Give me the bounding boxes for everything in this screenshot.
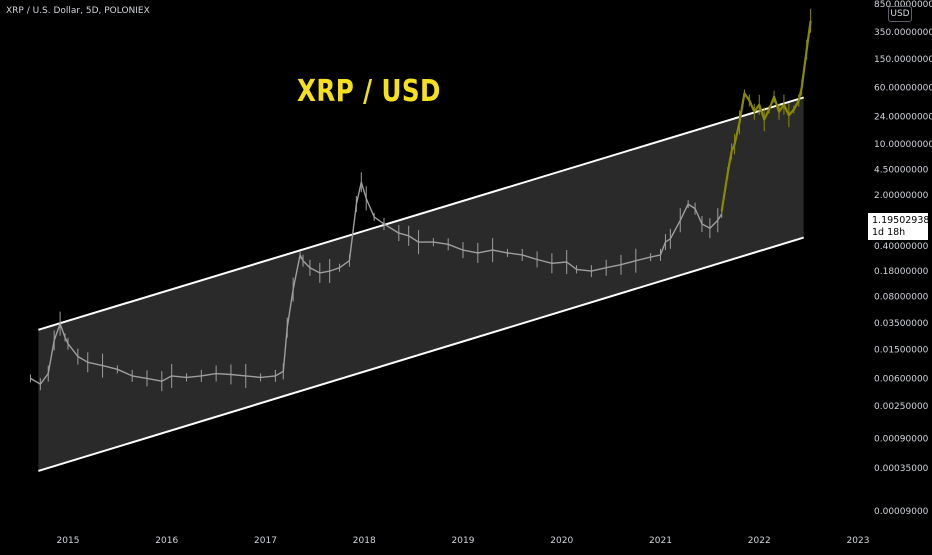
x-tick-label: 2021 (649, 536, 672, 546)
y-tick-label: 24.00000000 (874, 113, 932, 123)
y-tick-label: 150.00000000 (874, 55, 932, 65)
channel-fill (38, 97, 804, 471)
y-tick-label: 0.00250000 (874, 402, 929, 412)
chart-title: XRP / USD (297, 74, 441, 109)
bar-countdown: 1d 18h (872, 227, 906, 238)
y-tick-label: 0.18000000 (874, 267, 929, 277)
y-tick-label: 850.00000000 (874, 0, 932, 10)
y-tick-label: 2.00000000 (874, 191, 929, 201)
series-line-price (30, 181, 723, 385)
y-tick-label: 0.00009000 (874, 507, 929, 517)
y-tick-label: 0.00035000 (874, 464, 929, 474)
channel-lower-line[interactable] (38, 236, 804, 472)
x-tick-label: 2022 (748, 536, 771, 546)
y-tick-label: 60.00000000 (874, 84, 932, 94)
y-tick-label: 4.50000000 (874, 165, 929, 175)
last-price-tag: 1.19502938 1d 18h (868, 213, 930, 240)
last-price-value: 1.19502938 (872, 215, 930, 226)
x-tick-label: 2019 (452, 536, 475, 546)
x-tick-label: 2018 (353, 536, 376, 546)
y-tick-label: 0.01500000 (874, 346, 929, 356)
y-tick-label: 0.00090000 (874, 434, 929, 444)
x-tick-label: 2016 (155, 536, 178, 546)
x-axis[interactable]: 2015 2016 2017 2018 2019 2020 2021 2022 2023 (57, 536, 870, 546)
y-tick-label: 0.40000000 (874, 242, 929, 252)
y-tick-label: 10.00000000 (874, 140, 932, 150)
y-tick-label: 0.08000000 (874, 293, 929, 303)
y-axis[interactable]: 850.00000000 350.00000000 150.00000000 60.0… (874, 0, 932, 517)
series-layer (29, 8, 812, 392)
x-tick-label: 2015 (57, 536, 80, 546)
x-tick-label: 2020 (550, 536, 573, 546)
symbol-description: XRP / U.S. Dollar, 5D, POLONIEX (6, 6, 150, 16)
channel-upper-line[interactable] (38, 96, 804, 331)
x-tick-label: 2023 (847, 536, 870, 546)
y-tick-label: 350.00000000 (874, 28, 932, 38)
y-tick-label: 0.00600000 (874, 374, 929, 384)
currency-button[interactable]: USD (888, 6, 912, 22)
y-tick-label: 0.03500000 (874, 319, 929, 329)
series-line-projection (720, 20, 812, 212)
x-tick-label: 2017 (254, 536, 277, 546)
